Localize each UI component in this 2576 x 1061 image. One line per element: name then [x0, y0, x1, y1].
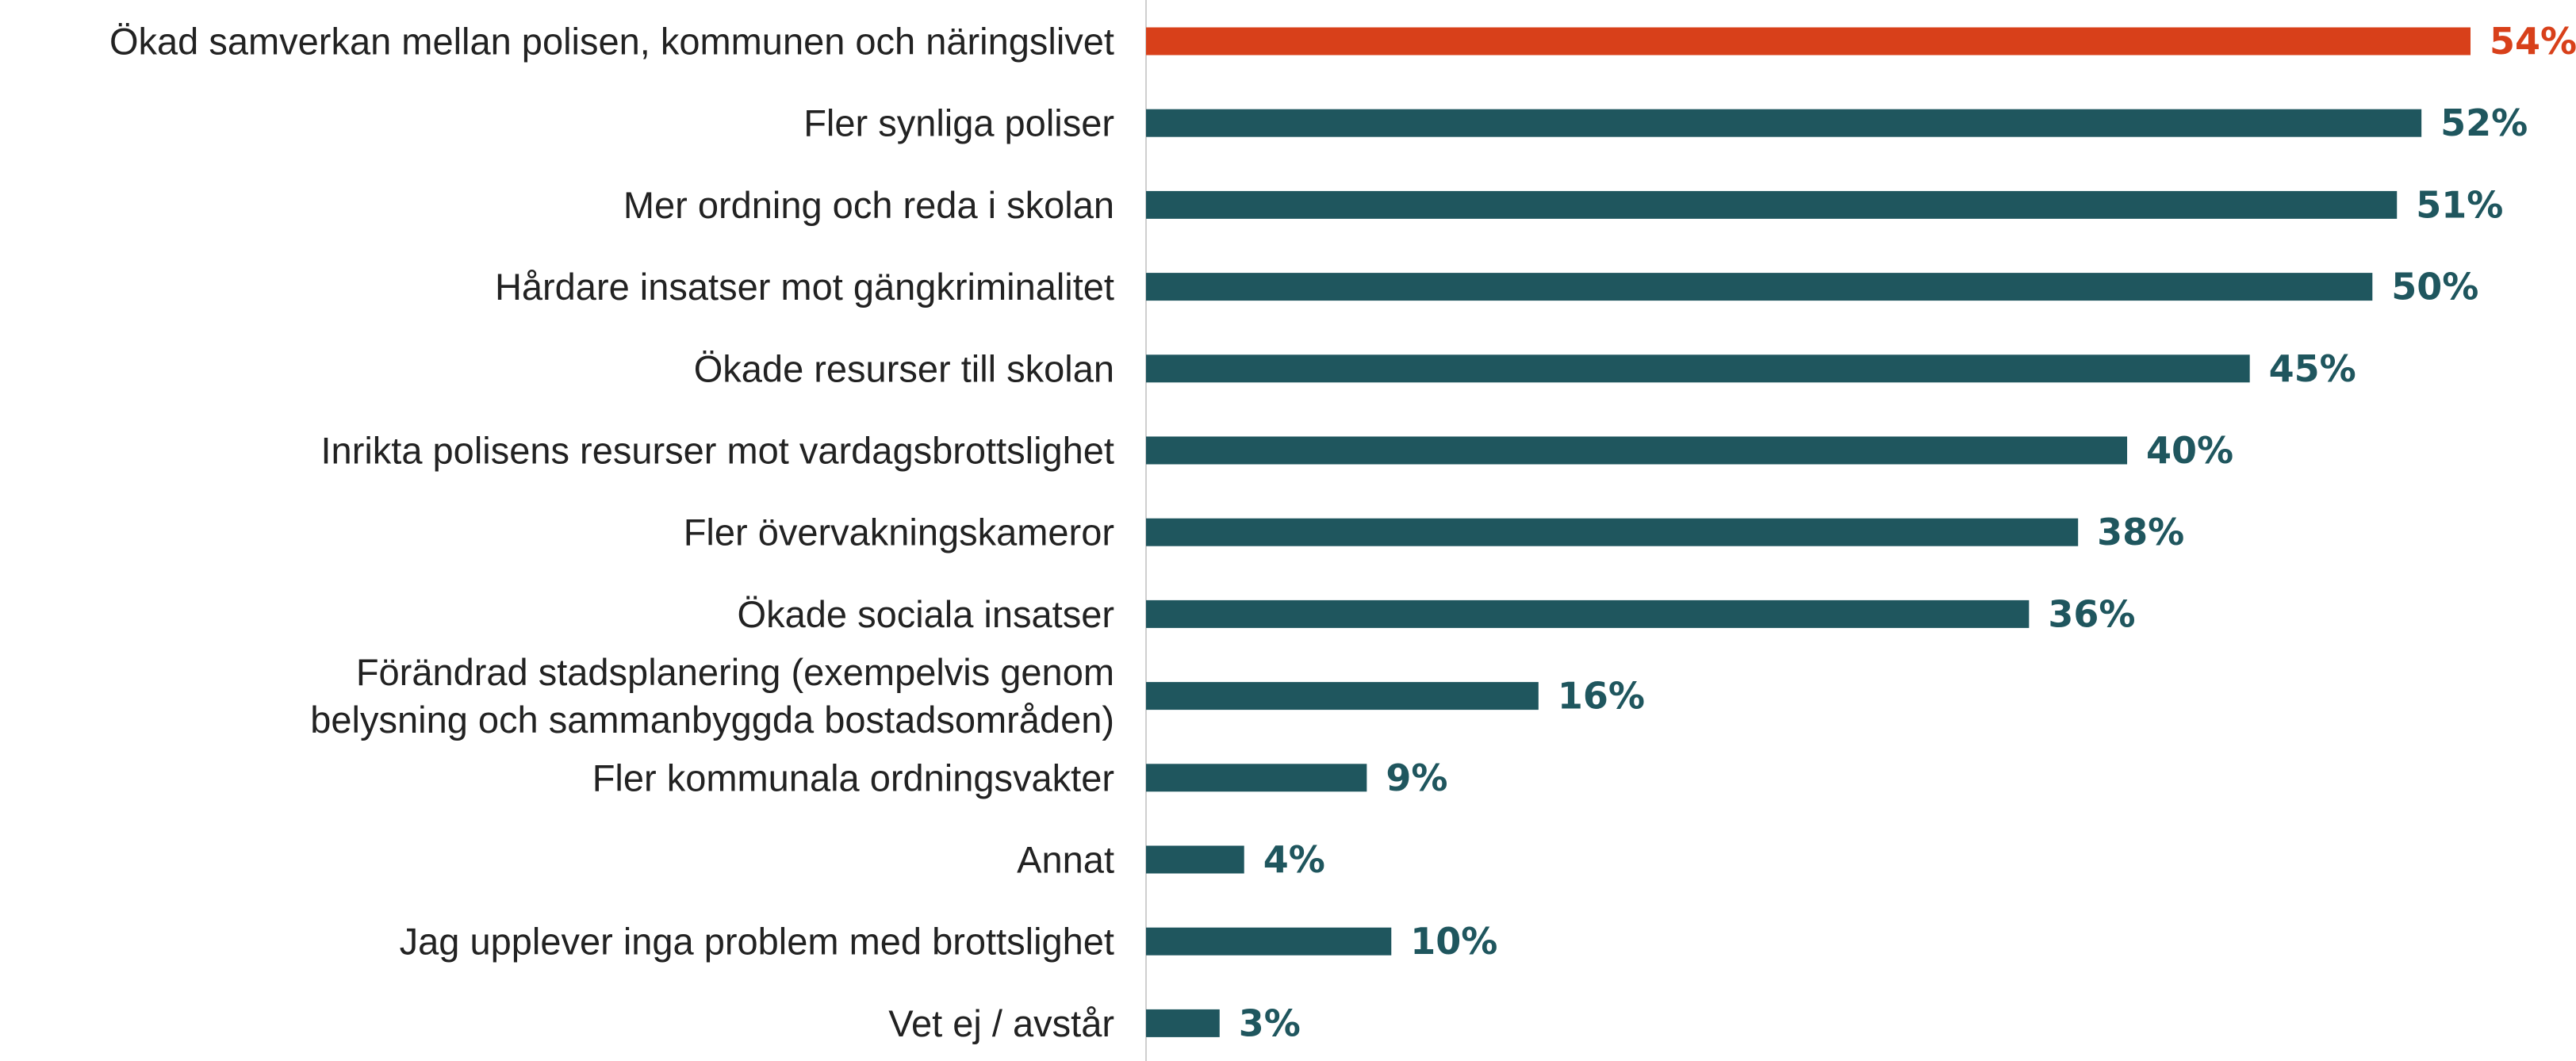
- value-label: 50%: [2391, 266, 2478, 308]
- category-label-line: Fler övervakningskameror: [684, 511, 1114, 553]
- category-label-line: belysning och sammanbyggda bostadsområde…: [310, 699, 1114, 741]
- value-label: 38%: [2097, 511, 2184, 553]
- value-label: 40%: [2146, 429, 2233, 472]
- category-label: Ökade resurser till skolan: [694, 347, 1114, 389]
- category-label: Annat: [1017, 839, 1114, 881]
- value-label: 10%: [1410, 920, 1497, 963]
- bar: [1146, 518, 2079, 546]
- category-label-line: Ökade sociala insatser: [738, 593, 1114, 635]
- category-label: Fler synliga poliser: [803, 102, 1114, 144]
- category-label-line: Fler kommunala ordningsvakter: [592, 756, 1114, 799]
- value-label: 36%: [2048, 592, 2135, 635]
- bar: [1146, 27, 2471, 56]
- bar: [1146, 599, 2030, 628]
- bar: [1146, 273, 2373, 301]
- bar: [1146, 845, 1244, 874]
- category-label-line: Förändrad stadsplanering (exempelvis gen…: [356, 651, 1114, 693]
- category-label: Hårdare insatser mot gängkriminalitet: [495, 266, 1114, 308]
- bar: [1146, 190, 2398, 219]
- category-label: Vet ej / avstår: [888, 1002, 1114, 1044]
- bar: [1146, 764, 1367, 792]
- category-label: Mer ordning och reda i skolan: [623, 184, 1114, 226]
- category-label: Fler övervakningskameror: [684, 511, 1114, 553]
- category-label-line: Fler synliga poliser: [803, 102, 1114, 144]
- bar: [1146, 354, 2250, 383]
- category-labels-group: Ökad samverkan mellan polisen, kommunen …: [109, 21, 1114, 1044]
- category-label-line: Inrikta polisens resurser mot vardagsbro…: [321, 430, 1115, 472]
- value-labels-group: 54% 52% 51% 50% 45% 40% 38% 36% 16% 9% 4% 10% 3%: [1239, 20, 2576, 1044]
- value-label: 54%: [2490, 20, 2576, 63]
- value-label: 45%: [2269, 347, 2356, 390]
- category-label: Förändrad stadsplanering (exempelvis gen…: [310, 651, 1114, 741]
- value-label: 3%: [1239, 1002, 1301, 1044]
- value-label: 4%: [1263, 838, 1325, 881]
- value-label: 9%: [1386, 756, 1447, 799]
- category-label-line: Ökade resurser till skolan: [694, 347, 1114, 389]
- value-label: 51%: [2416, 183, 2503, 226]
- bar: [1146, 927, 1392, 956]
- value-label: 16%: [1558, 675, 1645, 718]
- category-label: Ökade sociala insatser: [738, 593, 1114, 635]
- category-label: Fler kommunala ordningsvakter: [592, 756, 1114, 799]
- category-label-line: Vet ej / avstår: [888, 1002, 1114, 1044]
- value-label: 52%: [2440, 102, 2528, 144]
- category-label-line: Jag upplever inga problem med brottsligh…: [400, 921, 1114, 963]
- bar: [1146, 1009, 1220, 1037]
- category-label-line: Hårdare insatser mot gängkriminalitet: [495, 266, 1114, 308]
- category-label: Ökad samverkan mellan polisen, kommunen …: [109, 21, 1114, 63]
- bar: [1146, 682, 1539, 711]
- category-label: Jag upplever inga problem med brottsligh…: [400, 921, 1114, 963]
- category-label-line: Mer ordning och reda i skolan: [623, 184, 1114, 226]
- bar: [1146, 109, 2422, 137]
- bar: [1146, 436, 2128, 465]
- bars-group: [1146, 27, 2471, 1037]
- category-label-line: Ökad samverkan mellan polisen, kommunen …: [109, 21, 1114, 63]
- category-label: Inrikta polisens resurser mot vardagsbro…: [321, 430, 1115, 472]
- category-label-line: Annat: [1017, 839, 1114, 881]
